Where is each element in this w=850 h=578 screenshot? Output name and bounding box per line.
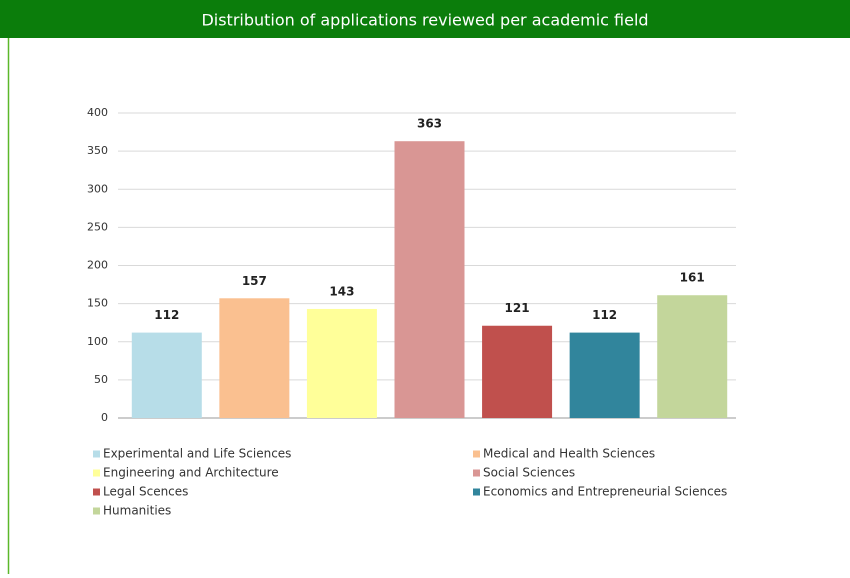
y-tick-label: 100 [87, 335, 108, 348]
legend-swatch [473, 469, 480, 477]
bar [482, 325, 553, 418]
data-label: 363 [417, 117, 442, 131]
y-tick-label: 200 [87, 259, 108, 272]
data-label: 121 [505, 301, 530, 315]
legend-swatch [93, 450, 100, 458]
y-tick-label: 0 [101, 411, 108, 424]
y-tick-label: 300 [87, 182, 108, 195]
legend-label: Medical and Health Sciences [483, 447, 655, 461]
legend-swatch [93, 469, 100, 477]
y-tick-label: 50 [94, 373, 108, 386]
y-tick-label: 250 [87, 220, 108, 233]
legend-label: Legal Scences [103, 485, 188, 499]
bar [131, 332, 202, 418]
y-tick-label: 400 [87, 106, 108, 119]
legend-swatch [93, 507, 100, 515]
header-bar [0, 0, 850, 38]
data-label: 112 [592, 308, 617, 322]
data-label: 161 [680, 271, 705, 285]
legend-swatch [93, 488, 100, 496]
data-label: 157 [242, 274, 267, 288]
legend-swatch [473, 450, 480, 458]
chart-title: Distribution of applications reviewed pe… [201, 11, 648, 30]
legend-label: Economics and Entrepreneurial Sciences [483, 485, 727, 499]
bar [394, 141, 465, 418]
data-label: 112 [154, 308, 179, 322]
data-label: 143 [329, 284, 354, 298]
bar [569, 332, 640, 418]
bar [657, 295, 728, 418]
legend-label: Engineering and Architecture [103, 466, 279, 480]
bar [306, 308, 377, 418]
legend-swatch [473, 488, 480, 496]
legend-label: Social Sciences [483, 466, 575, 480]
y-tick-label: 150 [87, 297, 108, 310]
y-tick-label: 350 [87, 144, 108, 157]
bar [219, 298, 290, 418]
legend-label: Humanities [103, 504, 171, 518]
legend-label: Experimental and Life Sciences [103, 447, 291, 461]
